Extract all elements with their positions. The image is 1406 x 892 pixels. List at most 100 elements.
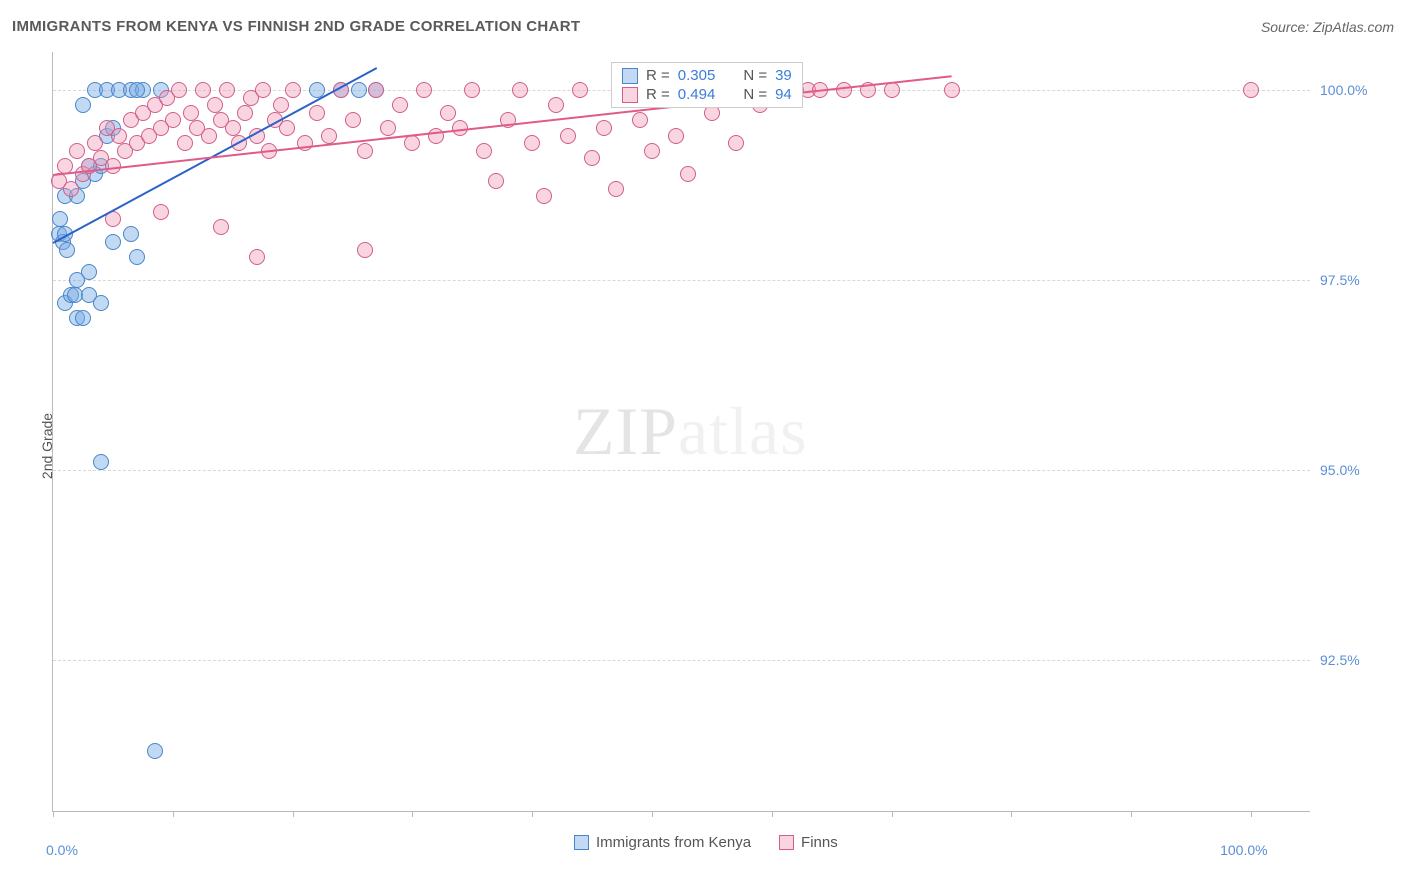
data-point-finns bbox=[584, 150, 600, 166]
stat-n-label: N = bbox=[743, 67, 767, 84]
data-point-kenya bbox=[351, 82, 367, 98]
stats-row-finns: R = 0.494 N = 94 bbox=[622, 86, 792, 103]
x-tick bbox=[293, 811, 294, 817]
x-tick bbox=[892, 811, 893, 817]
y-tick-label: 92.5% bbox=[1320, 652, 1360, 668]
data-point-kenya bbox=[93, 295, 109, 311]
data-point-finns bbox=[309, 105, 325, 121]
data-point-finns bbox=[548, 97, 564, 113]
x-tick bbox=[173, 811, 174, 817]
data-point-finns bbox=[392, 97, 408, 113]
data-point-kenya bbox=[52, 211, 68, 227]
gridline bbox=[53, 280, 1310, 281]
y-tick-label: 100.0% bbox=[1320, 82, 1367, 98]
data-point-finns bbox=[668, 128, 684, 144]
data-point-finns bbox=[404, 135, 420, 151]
data-point-finns bbox=[213, 219, 229, 235]
x-tick bbox=[652, 811, 653, 817]
stats-box: R =0.305N =39R =0.494N =94 bbox=[611, 62, 803, 108]
data-point-finns bbox=[273, 97, 289, 113]
data-point-finns bbox=[476, 143, 492, 159]
stats-row-kenya: R =0.305N =39 bbox=[622, 67, 792, 84]
stat-n-value: 94 bbox=[775, 86, 792, 103]
data-point-finns bbox=[285, 82, 301, 98]
legend-label: Immigrants from Kenya bbox=[596, 834, 751, 851]
x-tick-label: 0.0% bbox=[46, 842, 78, 858]
data-point-finns bbox=[171, 82, 187, 98]
data-point-kenya bbox=[147, 743, 163, 759]
data-point-kenya bbox=[105, 234, 121, 250]
stat-r-label: R = bbox=[646, 67, 670, 84]
data-point-kenya bbox=[75, 97, 91, 113]
data-point-finns bbox=[69, 143, 85, 159]
watermark: ZIPatlas bbox=[573, 392, 808, 471]
x-tick bbox=[53, 811, 54, 817]
data-point-finns bbox=[560, 128, 576, 144]
data-point-finns bbox=[165, 112, 181, 128]
x-tick bbox=[532, 811, 533, 817]
data-point-finns bbox=[380, 120, 396, 136]
data-point-finns bbox=[249, 249, 265, 265]
data-point-finns bbox=[177, 135, 193, 151]
data-point-finns bbox=[153, 204, 169, 220]
data-point-finns bbox=[512, 82, 528, 98]
data-point-finns bbox=[596, 120, 612, 136]
legend-swatch-finns-icon bbox=[779, 835, 794, 850]
data-point-finns bbox=[87, 135, 103, 151]
data-point-kenya bbox=[81, 264, 97, 280]
data-point-finns bbox=[357, 242, 373, 258]
source-label: Source: ZipAtlas.com bbox=[1261, 19, 1394, 35]
stat-r-value: 0.305 bbox=[678, 67, 716, 84]
data-point-finns bbox=[608, 181, 624, 197]
legend-label: Finns bbox=[801, 834, 838, 851]
stat-r-value: 0.494 bbox=[678, 86, 716, 103]
data-point-finns bbox=[524, 135, 540, 151]
x-tick bbox=[1011, 811, 1012, 817]
data-point-finns bbox=[357, 143, 373, 159]
gridline bbox=[53, 660, 1310, 661]
data-point-finns bbox=[464, 82, 480, 98]
data-point-finns bbox=[644, 143, 660, 159]
data-point-finns bbox=[237, 105, 253, 121]
data-point-finns bbox=[416, 82, 432, 98]
plot-area: ZIPatlas R =0.305N =39R =0.494N =94 bbox=[52, 52, 1310, 812]
data-point-kenya bbox=[129, 249, 145, 265]
x-tick bbox=[1131, 811, 1132, 817]
legend-swatch-kenya-icon bbox=[574, 835, 589, 850]
data-point-finns bbox=[440, 105, 456, 121]
data-point-finns bbox=[488, 173, 504, 189]
data-point-finns bbox=[195, 82, 211, 98]
data-point-finns bbox=[279, 120, 295, 136]
data-point-finns bbox=[836, 82, 852, 98]
data-point-finns bbox=[632, 112, 648, 128]
stat-r-label: R = bbox=[646, 86, 670, 103]
data-point-finns bbox=[321, 128, 337, 144]
y-tick-label: 97.5% bbox=[1320, 272, 1360, 288]
data-point-finns bbox=[1243, 82, 1259, 98]
x-tick-label: 100.0% bbox=[1220, 842, 1267, 858]
data-point-kenya bbox=[59, 242, 75, 258]
data-point-finns bbox=[201, 128, 217, 144]
data-point-finns bbox=[728, 135, 744, 151]
data-point-finns bbox=[207, 97, 223, 113]
data-point-finns bbox=[536, 188, 552, 204]
data-point-finns bbox=[183, 105, 199, 121]
data-point-finns bbox=[225, 120, 241, 136]
data-point-finns bbox=[63, 181, 79, 197]
data-point-finns bbox=[345, 112, 361, 128]
chart-title: IMMIGRANTS FROM KENYA VS FINNISH 2ND GRA… bbox=[12, 18, 580, 35]
data-point-kenya bbox=[129, 82, 145, 98]
data-point-finns bbox=[572, 82, 588, 98]
data-point-finns bbox=[428, 128, 444, 144]
data-point-finns bbox=[219, 82, 235, 98]
stat-n-label: N = bbox=[743, 86, 767, 103]
data-point-kenya bbox=[123, 226, 139, 242]
x-tick bbox=[772, 811, 773, 817]
legend-item-finns: Finns bbox=[779, 834, 838, 851]
y-tick-label: 95.0% bbox=[1320, 462, 1360, 478]
data-point-finns bbox=[368, 82, 384, 98]
swatch-finns-icon bbox=[622, 87, 638, 103]
data-point-finns bbox=[111, 128, 127, 144]
gridline bbox=[53, 470, 1310, 471]
x-tick bbox=[412, 811, 413, 817]
